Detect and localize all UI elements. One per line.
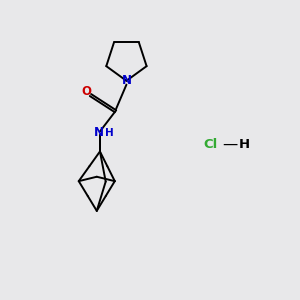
- Text: H: H: [105, 128, 114, 138]
- Text: H: H: [239, 138, 250, 151]
- Text: N: N: [94, 125, 104, 139]
- Text: N: N: [122, 74, 131, 87]
- Text: —: —: [223, 136, 238, 152]
- Text: O: O: [82, 85, 92, 98]
- Text: Cl: Cl: [203, 138, 218, 151]
